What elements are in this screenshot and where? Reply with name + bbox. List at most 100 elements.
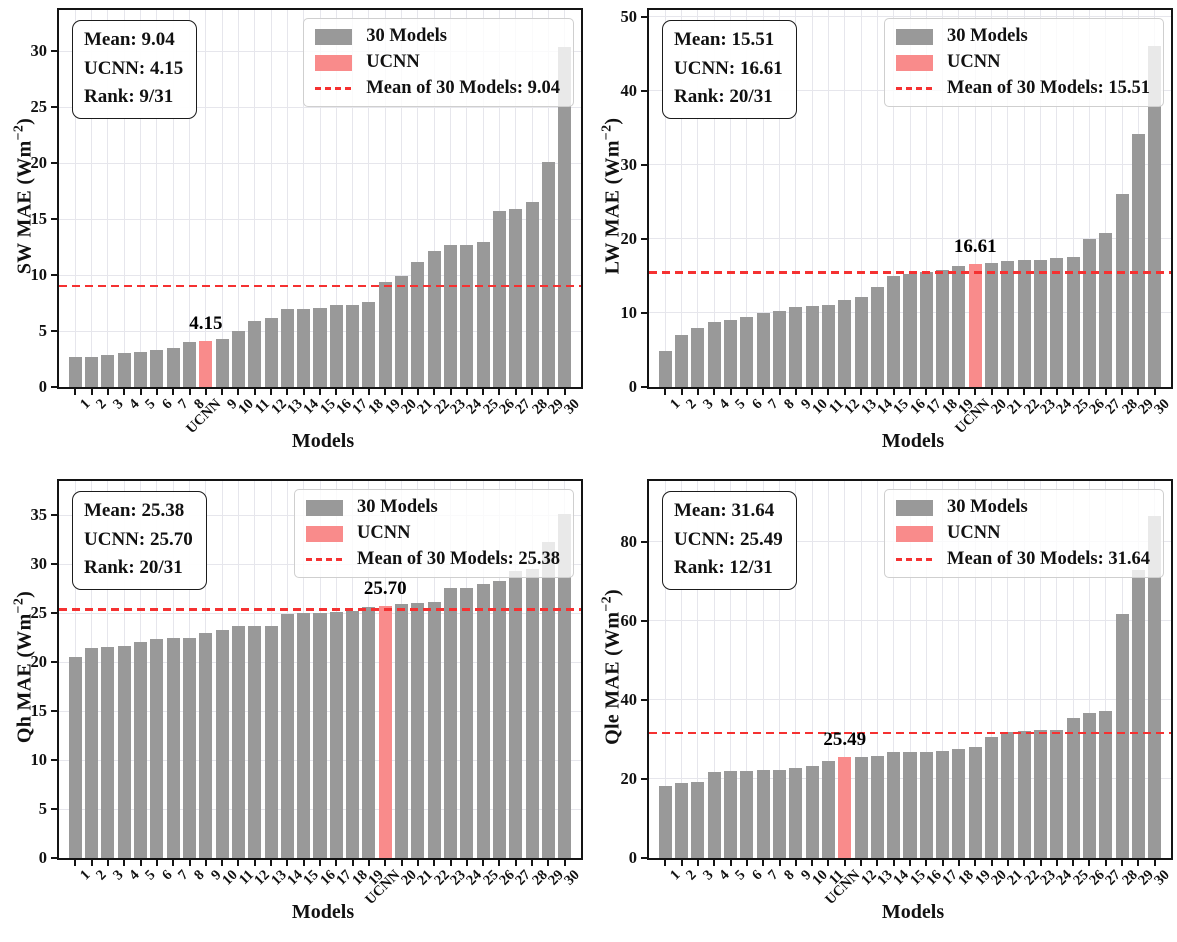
bar-model-27: [1099, 232, 1113, 387]
stats-ucnn: UCNN: 16.61: [674, 57, 783, 79]
y-tick-mark: [51, 514, 57, 517]
x-tick-label: 5: [732, 396, 749, 413]
y-axis-label-exponent: −2: [599, 124, 615, 141]
x-tick-mark: [925, 860, 928, 866]
bar-model-14: [280, 614, 294, 858]
bar-model-21: [1001, 261, 1015, 387]
y-tick-label: 40: [620, 689, 638, 709]
y-axis-label-text: Qle MAE (Wm: [601, 611, 624, 745]
bar-model-26: [492, 580, 506, 858]
bar-model-1: [68, 657, 82, 858]
v-gridline: [681, 10, 683, 387]
bar-model-19: [952, 266, 966, 387]
v-gridline: [730, 10, 732, 387]
stats-mean: Mean: 9.04: [84, 29, 175, 50]
y-tick-mark: [641, 540, 647, 543]
x-tick-mark: [680, 389, 683, 395]
mean-line: [649, 271, 1171, 274]
bar-model-21: [411, 603, 425, 858]
x-tick-mark: [909, 860, 911, 866]
bar-model-26: [1082, 238, 1096, 387]
x-tick-label: 6: [748, 867, 766, 884]
bar-model-19: [362, 607, 376, 858]
v-gridline: [368, 10, 370, 387]
x-tick-mark: [1121, 860, 1124, 866]
bar-model-18: [936, 269, 950, 387]
x-tick-mark: [465, 389, 468, 395]
v-gridline: [844, 481, 846, 858]
stats-mean: Mean: 15.51: [674, 29, 775, 50]
bar-model-22: [1017, 730, 1031, 858]
ucnn-value-annotation: 16.61: [953, 235, 997, 257]
x-tick-mark: [990, 860, 993, 866]
v-gridline: [925, 10, 927, 387]
x-tick-label: 3: [109, 396, 127, 413]
x-tick-mark: [563, 389, 566, 395]
bar-model-26: [492, 211, 506, 387]
y-tick-mark: [641, 311, 647, 314]
x-tick-mark: [547, 860, 550, 866]
bar-model-21: [411, 261, 425, 387]
stats-box: Mean: 25.38 UCNN: 25.70 Rank: 20/31: [72, 491, 207, 590]
x-tick-mark: [253, 389, 256, 395]
x-tick-mark: [286, 389, 289, 395]
x-tick-mark: [498, 860, 501, 866]
legend-label-mean: Mean of 30 Models: 15.51: [947, 78, 1150, 98]
x-tick-mark: [106, 389, 109, 395]
v-gridline: [140, 10, 142, 387]
x-tick-mark: [384, 860, 387, 866]
x-tick-mark: [514, 860, 517, 866]
v-gridline: [482, 10, 484, 387]
legend-label-models: 30 Models: [366, 26, 447, 46]
bar-model-11: [231, 626, 245, 858]
y-tick-label: 10: [30, 265, 48, 285]
legend: 30 Models UCNN Mean of 30 Models: 31.64: [884, 489, 1164, 578]
v-gridline: [1105, 10, 1107, 387]
x-tick-mark: [778, 860, 781, 866]
x-tick-mark: [1072, 389, 1075, 395]
v-gridline: [991, 10, 993, 387]
v-gridline: [498, 10, 500, 387]
bar-model-25: [476, 583, 490, 858]
bar-model-29: [1131, 569, 1145, 858]
x-tick-label: 3: [699, 396, 717, 413]
v-gridline: [827, 10, 829, 387]
x-tick-label: 8: [781, 867, 798, 884]
x-tick-mark: [400, 860, 403, 866]
bar-model-25: [1066, 717, 1080, 858]
x-tick-mark: [221, 860, 224, 866]
x-tick-mark: [482, 860, 485, 866]
bar-model-8: [772, 311, 787, 387]
bar-model-22: [1017, 260, 1031, 387]
x-tick-mark: [155, 860, 158, 866]
models-color-swatch: [315, 28, 353, 45]
ucnn-color-swatch: [315, 54, 353, 71]
v-gridline: [779, 10, 780, 387]
v-gridline: [205, 10, 207, 387]
x-tick-label: 5: [142, 867, 159, 884]
x-tick-mark: [664, 389, 667, 395]
bar-model-17: [329, 612, 343, 858]
v-gridline: [876, 481, 878, 858]
bar-model-25: [1066, 256, 1080, 387]
bar-model-8: [182, 342, 197, 387]
x-tick-mark: [696, 860, 699, 866]
x-tick-mark: [696, 389, 699, 395]
models-color-swatch: [896, 499, 934, 516]
v-gridline: [991, 481, 993, 858]
y-tick-mark: [51, 661, 57, 664]
v-gridline: [221, 10, 223, 387]
x-tick-mark: [1072, 860, 1075, 866]
bar-model-4: [707, 321, 721, 387]
v-gridline: [107, 10, 109, 387]
v-gridline: [811, 481, 813, 858]
subplot-sw-mae: SW MAE (Wm−2) 4.15 Mean: 9.04 UCNN: 4.15…: [0, 0, 588, 471]
bar-model-7: [166, 347, 180, 387]
y-tick-mark: [641, 619, 647, 622]
v-gridline: [1072, 10, 1074, 387]
v-gridline: [893, 10, 895, 387]
plot-area-qle: 25.49 Mean: 31.64 UCNN: 25.49 Rank: 12/3…: [621, 479, 1173, 908]
x-tick-mark: [941, 389, 944, 395]
bar-model-14: [870, 287, 884, 387]
bar-model-15: [887, 275, 901, 387]
